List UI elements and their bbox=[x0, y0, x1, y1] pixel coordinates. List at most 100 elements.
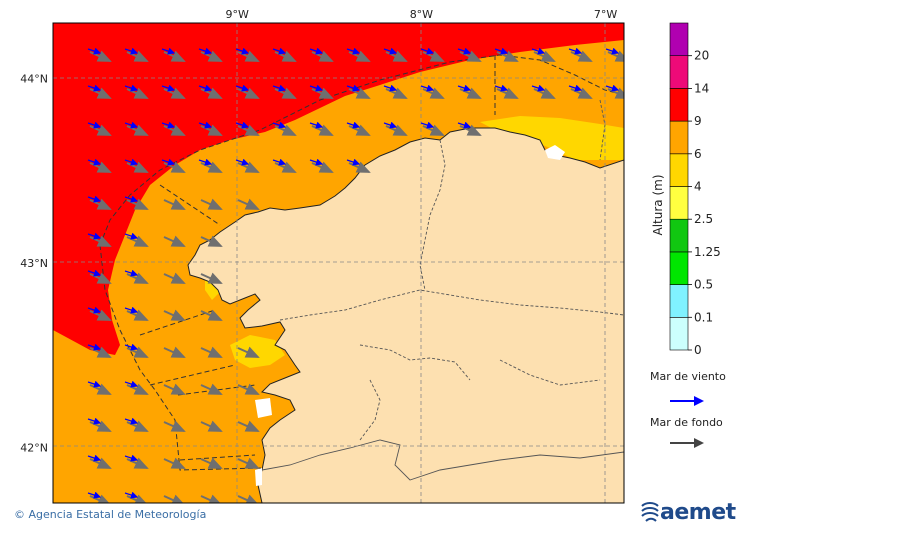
arrow-4 bbox=[235, 47, 260, 62]
colorbar-title: Altura (m) bbox=[651, 174, 665, 235]
arrow-57 bbox=[200, 235, 223, 247]
arrow-37 bbox=[346, 121, 371, 136]
arrow-59 bbox=[124, 269, 149, 284]
arrow-1 bbox=[124, 47, 149, 62]
arrow-22 bbox=[346, 84, 371, 99]
land-gap-south bbox=[255, 468, 262, 486]
map-frame bbox=[52, 22, 625, 504]
arrow-42 bbox=[124, 158, 149, 173]
colorbar-level-6: 6 bbox=[694, 147, 702, 161]
arrow-23 bbox=[383, 84, 408, 99]
arrow-2 bbox=[161, 47, 186, 62]
arrow-70 bbox=[237, 346, 260, 358]
aemet-wordmark: aemet bbox=[660, 500, 736, 525]
colorbar: 0 0.1 0.5 1.25 2.5 4 6 9 14 20 bbox=[669, 22, 721, 357]
land-gap-north bbox=[545, 145, 565, 160]
arrow-85 bbox=[237, 457, 260, 469]
lon-tick-0: 9°W bbox=[226, 8, 249, 21]
arrow-29 bbox=[605, 84, 624, 99]
aemet-logo: aemet bbox=[640, 500, 740, 528]
arrow-28 bbox=[568, 84, 593, 99]
arrow-5 bbox=[272, 47, 297, 62]
arrow-68 bbox=[163, 346, 186, 358]
arrow-36 bbox=[309, 121, 334, 136]
arrow-56 bbox=[163, 235, 186, 247]
lat-tick-0: 44°N bbox=[20, 72, 48, 85]
colorbar-level-2: 0.5 bbox=[694, 278, 713, 292]
arrow-82 bbox=[124, 454, 149, 469]
arrow-32 bbox=[161, 121, 186, 136]
land-galicia bbox=[187, 127, 624, 503]
lat-tick-1: 43°N bbox=[20, 257, 48, 270]
arrow-31 bbox=[124, 121, 149, 136]
arrow-7 bbox=[346, 47, 371, 62]
arrow-13 bbox=[568, 47, 593, 62]
colorbar-segment-8 bbox=[669, 55, 689, 89]
arrow-11 bbox=[494, 47, 519, 62]
arrow-78 bbox=[163, 420, 186, 432]
arrow-53 bbox=[237, 198, 260, 210]
arrow-43 bbox=[161, 158, 186, 173]
arrow-15 bbox=[87, 84, 112, 99]
arrow-46 bbox=[272, 158, 297, 173]
colorbar-segment-4 bbox=[669, 186, 689, 220]
arrow-24 bbox=[420, 84, 445, 99]
arrow-45 bbox=[235, 158, 260, 173]
arrow-50 bbox=[124, 195, 149, 210]
colorbar-level-9: 20 bbox=[694, 49, 709, 63]
arrow-39 bbox=[420, 121, 445, 136]
wind-sea-label: Mar de viento bbox=[650, 370, 726, 383]
arrow-38 bbox=[383, 121, 408, 136]
arrow-72 bbox=[124, 380, 149, 395]
colorbar-level-8: 14 bbox=[694, 81, 709, 95]
land-gap-west bbox=[255, 398, 272, 418]
colorbar-segment-2 bbox=[669, 251, 689, 285]
arrow-26 bbox=[494, 84, 519, 99]
map-area bbox=[53, 23, 624, 503]
arrow-81 bbox=[87, 454, 112, 469]
colorbar-level-4: 2.5 bbox=[694, 212, 713, 226]
arrow-21 bbox=[309, 84, 334, 99]
arrow-86 bbox=[87, 491, 112, 503]
arrow-25 bbox=[457, 84, 482, 99]
arrow-51 bbox=[163, 198, 186, 210]
swell-label: Mar de fondo bbox=[650, 416, 723, 429]
arrow-58 bbox=[87, 269, 112, 284]
arrow-10 bbox=[457, 47, 482, 62]
arrow-0 bbox=[87, 47, 112, 62]
colorbar-level-5: 4 bbox=[694, 180, 702, 194]
arrow-20 bbox=[272, 84, 297, 99]
arrow-77 bbox=[124, 417, 149, 432]
arrow-14 bbox=[605, 47, 624, 62]
colorbar-level-1: 0.1 bbox=[694, 310, 713, 324]
arrow-61 bbox=[200, 272, 223, 284]
colorbar-segment-0 bbox=[669, 316, 689, 351]
lat-tick-2: 42°N bbox=[20, 442, 48, 455]
arrow-55 bbox=[124, 232, 149, 247]
swell-arrow bbox=[670, 438, 704, 448]
lon-tick-2: 7°W bbox=[594, 8, 617, 21]
colorbar-segment-7 bbox=[669, 88, 689, 122]
arrow-27 bbox=[531, 84, 556, 99]
arrow-40 bbox=[457, 121, 482, 136]
latitude-tick-labels: 44°N 43°N 42°N bbox=[20, 72, 48, 454]
colorbar-level-0: 0 bbox=[694, 343, 702, 357]
arrow-89 bbox=[200, 494, 223, 503]
colorbar-segment-6 bbox=[669, 120, 689, 155]
arrow-34 bbox=[235, 121, 260, 136]
wind-sea-arrow bbox=[670, 396, 704, 406]
arrow-49 bbox=[87, 195, 112, 210]
arrow-35 bbox=[272, 121, 297, 136]
colorbar-segment-1 bbox=[669, 284, 689, 318]
graticule bbox=[53, 23, 624, 503]
arrow-66 bbox=[87, 343, 112, 358]
arrow-60 bbox=[163, 272, 186, 284]
colorbar-segment-9 bbox=[669, 22, 689, 57]
portugal-border bbox=[261, 439, 624, 481]
colorbar-level-3: 1.25 bbox=[694, 245, 721, 259]
arrow-75 bbox=[237, 383, 260, 395]
arrow-69 bbox=[200, 346, 223, 358]
copyright-notice: © Agencia Estatal de Meteorología bbox=[14, 508, 207, 521]
arrow-90 bbox=[237, 494, 260, 503]
